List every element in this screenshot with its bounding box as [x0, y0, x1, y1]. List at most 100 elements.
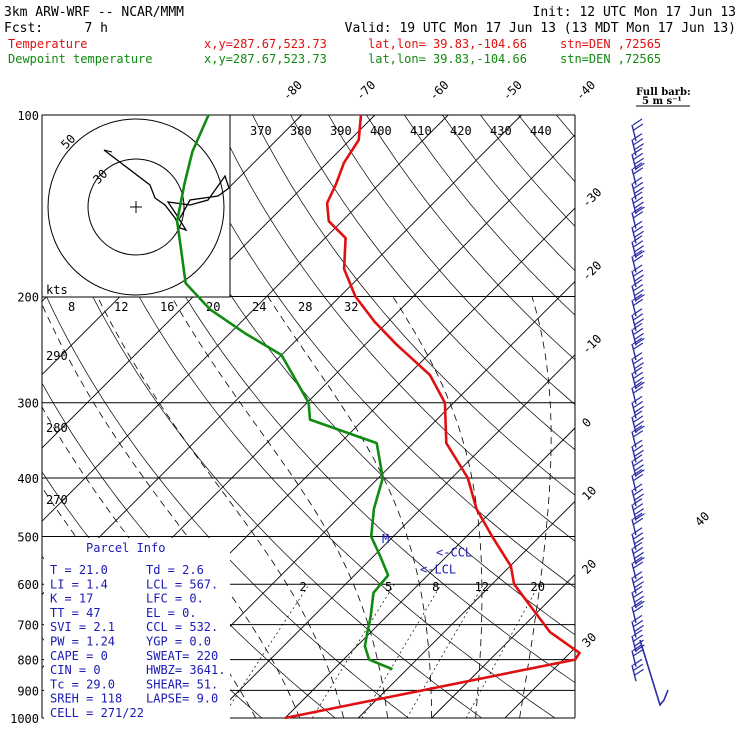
- wind-barb-flag: [634, 318, 644, 326]
- theta-label-400: 400: [370, 124, 392, 138]
- parcel-info-left: Tc = 29.0: [50, 677, 115, 691]
- parcel-info-left: PW = 1.24: [50, 635, 115, 649]
- dewpoint-profile: [175, 114, 393, 671]
- wind-barb-flag: [633, 590, 644, 598]
- wind-barb-flag: [634, 493, 644, 501]
- wind-barb-flag: [635, 337, 645, 345]
- wind-barb-flag: [632, 541, 643, 549]
- hodograph-speed-label-28: 28: [298, 300, 312, 314]
- legend-temperature-stn: stn=DEN ,72565: [560, 37, 661, 51]
- wind-barb-flag: [633, 576, 644, 584]
- parcel-info-left: CELL = 271/22: [50, 706, 144, 720]
- wind-barb-flag: [634, 624, 644, 632]
- wind-barb-flag: [632, 468, 643, 476]
- wind-barb-flag: [634, 639, 644, 647]
- isotherm-line: [431, 574, 576, 719]
- wind-barb-flag: [634, 595, 644, 603]
- dry-adiabat: [252, 115, 575, 496]
- wind-barb-flag: [633, 663, 644, 671]
- isotherm-label: 0: [579, 415, 594, 430]
- mixing-ratio-line: [221, 584, 310, 718]
- parcel-info-right: SWEAT= 220: [146, 649, 218, 663]
- wind-barb-flag: [633, 473, 644, 481]
- wind-barb-flag: [633, 240, 644, 248]
- wind-barb-flag: [634, 289, 644, 297]
- hodograph-ring-outer: [47, 118, 225, 296]
- legend-dewpoint-xy: x,y=287.67,523.73: [204, 52, 327, 66]
- wind-barb-flag: [634, 449, 644, 457]
- wind-barb-flag: [633, 503, 644, 511]
- pressure-label-700: 700: [17, 619, 39, 633]
- wind-barb-flag: [633, 342, 644, 350]
- isotherm-label: -70: [353, 78, 378, 103]
- wind-barb-flag: [632, 162, 643, 170]
- moist-adiabat: [171, 296, 388, 718]
- moist-adiabat: [392, 296, 483, 718]
- isotherm-label: 30: [579, 630, 599, 650]
- pressure-label-300: 300: [17, 397, 39, 411]
- wind-barb-flag: [634, 405, 644, 413]
- wind-barb-lowlevel: [639, 639, 669, 707]
- theta-label-280: 280: [46, 421, 68, 435]
- parcel-info-right: LCL = 567.: [146, 577, 218, 591]
- forecast-hours: 7 h: [85, 21, 108, 36]
- wind-barb-flag: [633, 211, 644, 219]
- wind-barb-flag: [634, 201, 644, 209]
- mixing-ratio-line: [312, 584, 395, 718]
- wind-key-title: Full barb:: [636, 87, 691, 98]
- wind-barb-flag: [633, 327, 644, 335]
- parcel-info-left: SREH = 118: [50, 692, 122, 706]
- wind-barb-flag: [633, 284, 644, 292]
- isotherm-label: -80: [280, 78, 305, 103]
- isotherm-label: -60: [426, 78, 451, 103]
- wind-barb-flag: [633, 167, 644, 175]
- theta-label-410: 410: [410, 124, 432, 138]
- legend-temperature-xy: x,y=287.67,523.73: [204, 37, 327, 51]
- wind-barb-flag: [632, 279, 643, 287]
- wind-barb-flag: [632, 337, 643, 345]
- theta-label-270: 270: [46, 493, 68, 507]
- parcel-info-left: LI = 1.4: [50, 577, 108, 591]
- wind-barb-flag: [633, 138, 644, 146]
- wind-barb-flag: [632, 293, 643, 301]
- parcel-info-left: CAPE = 0: [50, 649, 108, 663]
- wind-barb-flag: [634, 245, 644, 253]
- wind-barb-flag: [634, 143, 644, 151]
- wind-barb-flag: [634, 581, 644, 589]
- parcel-info-right: EL = 0.: [146, 606, 197, 620]
- wind-barb-flag: [632, 220, 643, 228]
- wind-barb-flag: [635, 644, 645, 652]
- wind-barb-flag: [632, 498, 643, 506]
- mixing-ratio-line: [361, 584, 442, 718]
- wind-barb-flag: [633, 357, 644, 365]
- wind-barb-flag: [633, 400, 644, 408]
- dry-adiabat: [328, 115, 575, 406]
- parcel-info-title: Parcel Info: [86, 541, 165, 555]
- isotherm-label: 40: [692, 509, 712, 529]
- wind-barb-flag: [632, 395, 643, 403]
- mixing-ratio-label-12: 12: [475, 580, 489, 594]
- wind-barb-flag: [635, 425, 645, 433]
- pressure-label-400: 400: [17, 472, 39, 486]
- isotherm-label: 10: [579, 483, 599, 503]
- mixing-ratio-label-8: 8: [432, 580, 439, 594]
- wind-barb-flag: [635, 250, 645, 258]
- theta-label-390: 390: [330, 124, 352, 138]
- wind-barb-flag: [634, 376, 644, 384]
- parcel-info-left: K = 17: [50, 592, 93, 606]
- wind-barb-flag: [634, 332, 644, 340]
- wind-barb-flag: [635, 206, 645, 214]
- wind-barb-staff: [631, 665, 637, 682]
- wind-barb-flag: [635, 469, 645, 477]
- wind-barb-flag: [632, 366, 643, 374]
- legend-dewpoint-latlon: lat,lon= 39.83,-104.66: [368, 52, 527, 66]
- level-marker-lcl: <-LCL: [420, 562, 456, 576]
- valid-time: Valid: 19 UTC Mon 17 Jun 13 (13 MDT Mon …: [345, 21, 736, 36]
- wind-barb-flag: [633, 459, 644, 467]
- wind-barb-flag: [632, 629, 643, 637]
- wind-barb-flag: [632, 264, 643, 272]
- wind-barb-flag: [633, 386, 644, 394]
- wind-key-value: 5 m s⁻¹: [642, 96, 682, 107]
- moist-adiabat: [42, 303, 301, 718]
- isotherm-line: [41, 114, 449, 522]
